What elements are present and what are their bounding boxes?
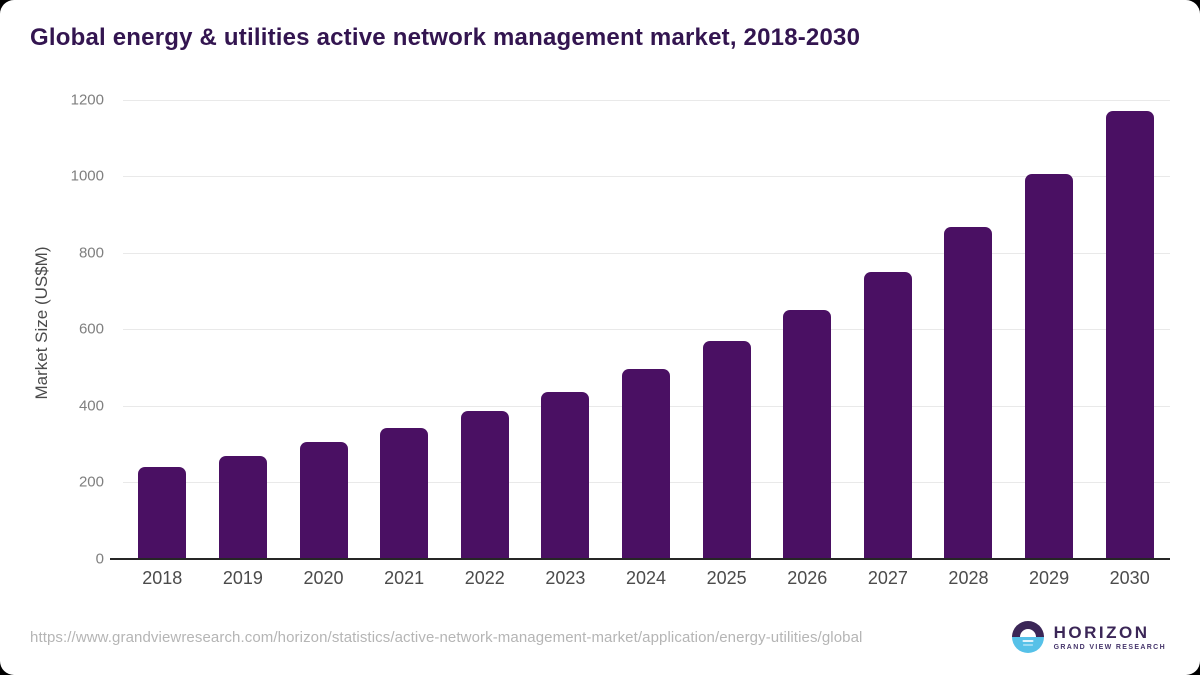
horizon-sunset-icon — [1011, 621, 1044, 653]
x-tick-label-2021: 2021 — [384, 568, 425, 588]
bar-2029 — [1025, 173, 1074, 559]
y-tick-label-1000: 1000 — [70, 167, 104, 185]
x-tick-label-2018: 2018 — [142, 568, 183, 588]
chart-title: Global energy & utilities active network… — [30, 24, 861, 51]
y-tick-label-200: 200 — [78, 473, 104, 491]
gridline-600 — [123, 329, 1170, 331]
x-tick-label-2026: 2026 — [787, 568, 828, 588]
bar-2020 — [299, 442, 348, 559]
bar-2023 — [541, 391, 590, 559]
x-tick-label-2023: 2023 — [545, 568, 586, 588]
gridline-1000 — [123, 176, 1170, 178]
logo-name: HORIZON — [1053, 622, 1150, 642]
bar-2019 — [218, 455, 267, 559]
bar-2025 — [702, 341, 751, 559]
bar-2027 — [863, 271, 912, 559]
bar-2022 — [460, 411, 509, 559]
bar-2030 — [1105, 110, 1154, 559]
bar-2024 — [622, 369, 670, 559]
x-tick-label-2024: 2024 — [625, 568, 667, 588]
logo-subtitle: GRAND VIEW RESEARCH — [1053, 643, 1166, 651]
horizon-logo: HORIZON GRAND VIEW RESEARCH — [1011, 621, 1166, 653]
x-tick-label-2030: 2030 — [1109, 568, 1150, 588]
y-tick-label-0: 0 — [95, 550, 104, 567]
y-tick-label-600: 600 — [78, 320, 104, 338]
gridline-1200 — [123, 100, 1170, 101]
bar-2018 — [138, 466, 187, 559]
x-tick-label-2029: 2029 — [1029, 568, 1070, 588]
x-tick-label-2028: 2028 — [948, 568, 989, 588]
x-tick-label-2020: 2020 — [303, 568, 344, 588]
x-tick-label-2025: 2025 — [706, 568, 747, 588]
x-tick-label-2019: 2019 — [222, 568, 263, 588]
y-tick-label-1200: 1200 — [70, 91, 104, 109]
x-axis-line — [110, 558, 1170, 560]
source-url: https://www.grandviewresearch.com/horizo… — [30, 629, 863, 646]
y-tick-label-400: 400 — [78, 397, 104, 415]
y-tick-label-800: 800 — [78, 244, 104, 262]
bar-2028 — [944, 226, 993, 559]
x-tick-label-2022: 2022 — [464, 568, 505, 588]
gridline-800 — [123, 252, 1170, 254]
bar-2026 — [783, 309, 832, 559]
x-tick-label-2027: 2027 — [867, 568, 908, 588]
bar-2021 — [380, 428, 429, 559]
